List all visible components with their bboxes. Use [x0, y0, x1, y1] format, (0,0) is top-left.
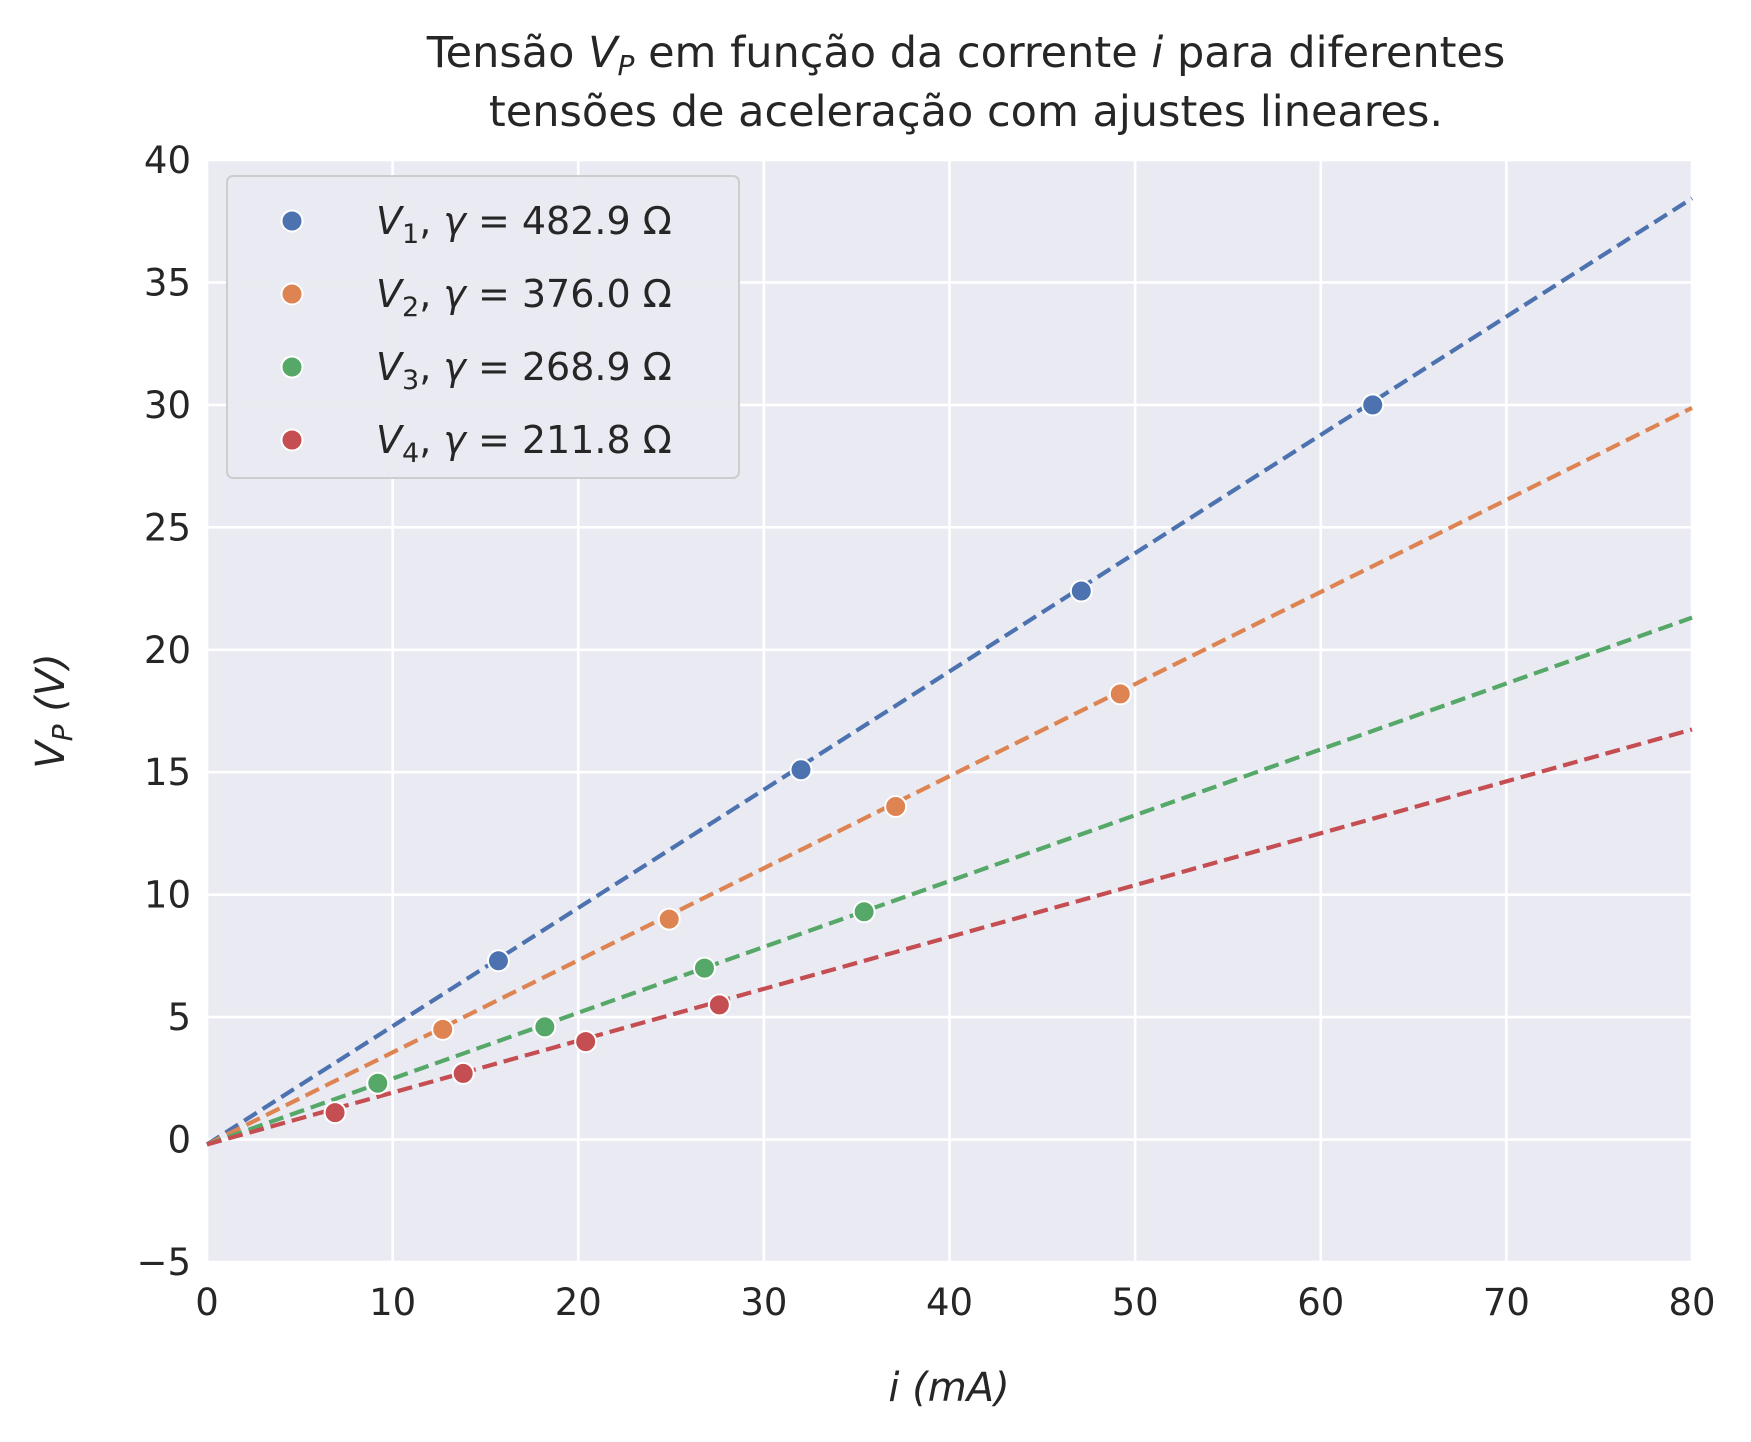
chart-title-line-1: Tensão VP em função da corrente i para d… — [426, 28, 1506, 82]
legend-marker-1 — [280, 209, 304, 233]
legend-marker-2 — [280, 282, 304, 306]
legend-entry-4: V4, γ = 211.8 Ω — [376, 418, 672, 469]
legend: V1, γ = 482.9 Ω V2, γ = 376.0 Ω V3, γ = 26… — [226, 175, 740, 479]
y-tick-label: 0 — [167, 1119, 191, 1162]
x-tick-label: 0 — [195, 1281, 219, 1324]
legend-entry-1: V1, γ = 482.9 Ω — [376, 199, 672, 250]
legend-frame — [226, 175, 740, 479]
y-tick-label: 35 — [144, 261, 191, 304]
data-points — [323, 393, 1385, 1125]
y-tick-label: 5 — [167, 996, 191, 1039]
data-point-4 — [323, 1101, 347, 1125]
data-point-3 — [692, 956, 716, 980]
data-point-1 — [1069, 579, 1093, 603]
y-axis-label: VP (V) — [28, 653, 79, 769]
data-point-3 — [366, 1071, 390, 1095]
y-tick-label: 15 — [144, 751, 191, 794]
y-tick-label: 30 — [144, 384, 191, 427]
fit-line-2 — [206, 405, 1693, 1147]
data-point-3 — [852, 900, 876, 924]
y-tick-label: −5 — [136, 1241, 191, 1284]
data-point-3 — [533, 1015, 557, 1039]
data-point-4 — [574, 1030, 598, 1054]
legend-entry-3: V3, γ = 268.9 Ω — [376, 345, 672, 396]
legend-marker-3 — [280, 355, 304, 379]
x-tick-label: 70 — [1483, 1281, 1530, 1324]
x-tick-label: 20 — [555, 1281, 602, 1324]
x-tick-label: 80 — [1668, 1281, 1715, 1324]
x-axis-label: i (mA) — [888, 1365, 1009, 1411]
data-point-1 — [486, 949, 510, 973]
legend-marker-4 — [280, 428, 304, 452]
x-tick-label: 40 — [926, 1281, 973, 1324]
legend-entry-2: V2, γ = 376.0 Ω — [376, 272, 672, 323]
data-point-2 — [1108, 682, 1132, 706]
data-point-1 — [1361, 393, 1385, 417]
data-point-2 — [657, 907, 681, 931]
data-point-4 — [707, 993, 731, 1017]
y-tick-label: 40 — [144, 139, 191, 182]
chart-title-line-2: tensões de aceleração com ajustes linear… — [489, 87, 1443, 137]
data-point-4 — [451, 1061, 475, 1085]
data-point-2 — [431, 1017, 455, 1041]
x-tick-label: 60 — [1297, 1281, 1344, 1324]
y-tick-label: 20 — [144, 629, 191, 672]
data-point-2 — [884, 795, 908, 819]
x-tick-label: 30 — [740, 1281, 787, 1324]
y-tick-label: 10 — [144, 874, 191, 917]
data-point-1 — [789, 758, 813, 782]
x-tick-label: 50 — [1112, 1281, 1159, 1324]
y-tick-label: 25 — [144, 506, 191, 549]
x-tick-label: 10 — [369, 1281, 416, 1324]
fit-line-1 — [205, 196, 1694, 1147]
